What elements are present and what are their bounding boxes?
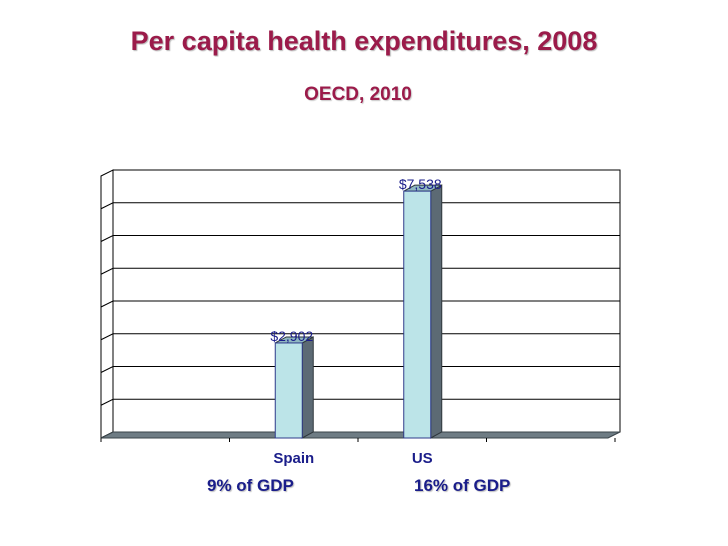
data-label-spain: $2,902 <box>270 328 313 344</box>
spain-gdp-note: 9% of GDP <box>207 476 294 495</box>
x-tick-label-spain: Spain <box>273 450 314 467</box>
bar-us <box>403 190 432 439</box>
chart-subtitle: OECD, 2010 <box>304 84 412 105</box>
gridline <box>100 333 620 341</box>
gridline <box>100 300 620 308</box>
plot-floor <box>100 431 621 439</box>
gridline <box>100 202 620 210</box>
gridline <box>100 398 620 406</box>
gridline <box>100 235 620 242</box>
gridline <box>100 366 620 373</box>
bar-side-us <box>430 184 443 439</box>
us-gdp-note: 16% of GDP <box>414 476 511 495</box>
data-label-us: $7,538 <box>399 176 442 192</box>
gridline <box>100 267 620 275</box>
bar-side-spain <box>301 336 314 439</box>
chart-title: Per capita health expenditures, 2008 <box>130 26 598 56</box>
x-tick-label-us: US <box>412 450 433 467</box>
bar-spain <box>274 342 303 439</box>
